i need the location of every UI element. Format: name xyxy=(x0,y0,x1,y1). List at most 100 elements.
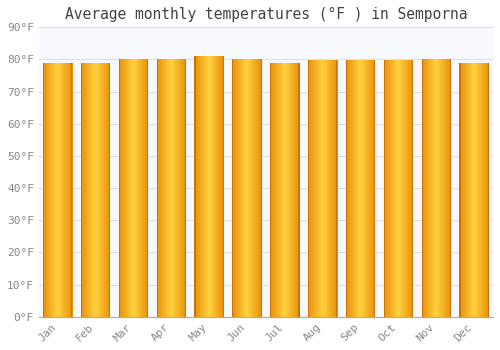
Bar xyxy=(184,59,185,317)
Bar xyxy=(146,59,147,317)
Bar xyxy=(311,60,312,317)
Bar xyxy=(469,63,470,317)
Bar xyxy=(401,60,402,317)
Bar xyxy=(274,63,275,317)
Bar xyxy=(316,60,317,317)
Bar xyxy=(482,63,483,317)
Bar xyxy=(242,59,243,317)
Bar xyxy=(471,63,472,317)
Bar xyxy=(104,63,105,317)
Bar xyxy=(109,63,110,317)
Bar xyxy=(366,60,367,317)
Bar xyxy=(234,59,235,317)
Bar xyxy=(322,60,324,317)
Bar xyxy=(172,59,173,317)
Bar xyxy=(374,60,376,317)
Bar xyxy=(205,56,206,317)
Bar xyxy=(314,60,315,317)
Bar xyxy=(243,59,244,317)
Bar xyxy=(209,56,210,317)
Bar xyxy=(88,63,89,317)
Bar xyxy=(321,60,322,317)
Bar xyxy=(219,56,220,317)
Bar xyxy=(478,63,479,317)
Bar xyxy=(118,59,120,317)
Bar xyxy=(347,60,348,317)
Bar xyxy=(164,59,165,317)
Bar xyxy=(466,63,467,317)
Bar xyxy=(287,63,288,317)
Bar xyxy=(286,63,288,317)
Bar xyxy=(147,59,148,317)
Bar xyxy=(473,63,474,317)
Bar xyxy=(253,59,254,317)
Bar xyxy=(201,56,202,317)
Bar xyxy=(170,59,172,317)
Bar xyxy=(208,56,209,317)
Bar xyxy=(292,63,293,317)
Bar xyxy=(411,60,412,317)
Bar xyxy=(173,59,174,317)
Bar xyxy=(308,60,309,317)
Bar xyxy=(282,63,283,317)
Bar xyxy=(315,60,316,317)
Bar xyxy=(460,63,461,317)
Bar xyxy=(393,60,394,317)
Bar xyxy=(169,59,170,317)
Bar xyxy=(86,63,88,317)
Bar xyxy=(447,59,448,317)
Bar xyxy=(83,63,84,317)
Bar xyxy=(479,63,480,317)
Bar xyxy=(100,63,101,317)
Bar xyxy=(410,60,411,317)
Bar xyxy=(346,60,347,317)
Bar xyxy=(134,59,136,317)
Bar xyxy=(105,63,106,317)
Bar xyxy=(131,59,132,317)
Bar xyxy=(443,59,444,317)
Bar xyxy=(101,63,102,317)
Bar xyxy=(373,60,374,317)
Bar xyxy=(298,63,299,317)
Bar xyxy=(179,59,180,317)
Bar xyxy=(325,60,326,317)
Bar xyxy=(432,59,433,317)
Bar xyxy=(62,63,63,317)
Bar xyxy=(43,63,44,317)
Bar xyxy=(249,59,250,317)
Bar xyxy=(247,59,248,317)
Bar xyxy=(198,56,199,317)
Bar xyxy=(96,63,97,317)
Bar xyxy=(285,63,286,317)
Bar xyxy=(235,59,236,317)
Bar xyxy=(470,63,471,317)
Bar xyxy=(199,56,200,317)
Bar xyxy=(349,60,350,317)
Bar xyxy=(328,60,329,317)
Bar xyxy=(318,60,319,317)
Bar xyxy=(436,59,437,317)
Bar xyxy=(222,56,224,317)
Bar xyxy=(136,59,137,317)
Bar xyxy=(364,60,366,317)
Bar xyxy=(176,59,177,317)
Bar xyxy=(348,60,349,317)
Bar xyxy=(346,60,347,317)
Bar xyxy=(308,60,309,317)
Bar xyxy=(44,63,46,317)
Bar xyxy=(430,59,431,317)
Bar xyxy=(220,56,221,317)
Bar xyxy=(390,60,391,317)
Bar xyxy=(95,63,96,317)
Bar xyxy=(183,59,184,317)
Bar xyxy=(405,60,406,317)
Bar xyxy=(431,59,432,317)
Bar xyxy=(185,59,186,317)
Bar xyxy=(254,59,256,317)
Bar xyxy=(147,59,148,317)
Bar xyxy=(284,63,285,317)
Bar xyxy=(207,56,208,317)
Bar xyxy=(66,63,67,317)
Bar xyxy=(374,60,376,317)
Bar xyxy=(409,60,410,317)
